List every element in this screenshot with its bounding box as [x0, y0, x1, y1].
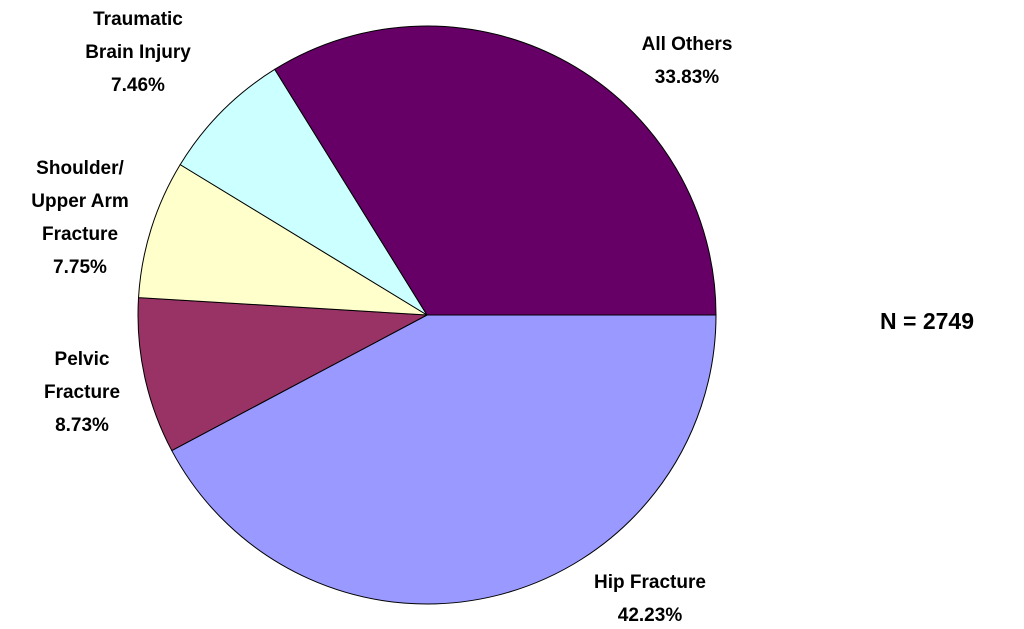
slice-value: 42.23% [617, 605, 683, 626]
pie-slice [137, 297, 429, 452]
annotation: N = 2749 [880, 308, 974, 334]
slice-value: 33.83% [654, 67, 720, 88]
slice-name: Shoulder/ Upper Arm Fracture [31, 158, 129, 245]
slice-name: Traumatic Brain Injury [85, 9, 191, 63]
slice-name: Pelvic Fracture [43, 349, 121, 403]
slice-name: All Others [641, 34, 733, 55]
slice-value: 7.75% [53, 257, 107, 278]
slice-name: Hip Fracture [594, 572, 706, 593]
slice-label: Hip Fracture 42.23% [594, 566, 706, 629]
pie-slice [137, 163, 428, 316]
slice-label: All Others 33.83% [642, 28, 733, 94]
slice-label: Shoulder/ Upper Arm Fracture 7.75% [31, 152, 128, 284]
slice-value: 8.73% [55, 415, 109, 436]
pie-slice [274, 25, 717, 316]
pie-slice [171, 314, 717, 605]
slice-label: Pelvic Fracture 8.73% [44, 343, 120, 442]
slice-value: 7.46% [111, 75, 165, 96]
slice-label: Traumatic Brain Injury 7.46% [85, 3, 191, 102]
pie-slice [179, 68, 428, 316]
